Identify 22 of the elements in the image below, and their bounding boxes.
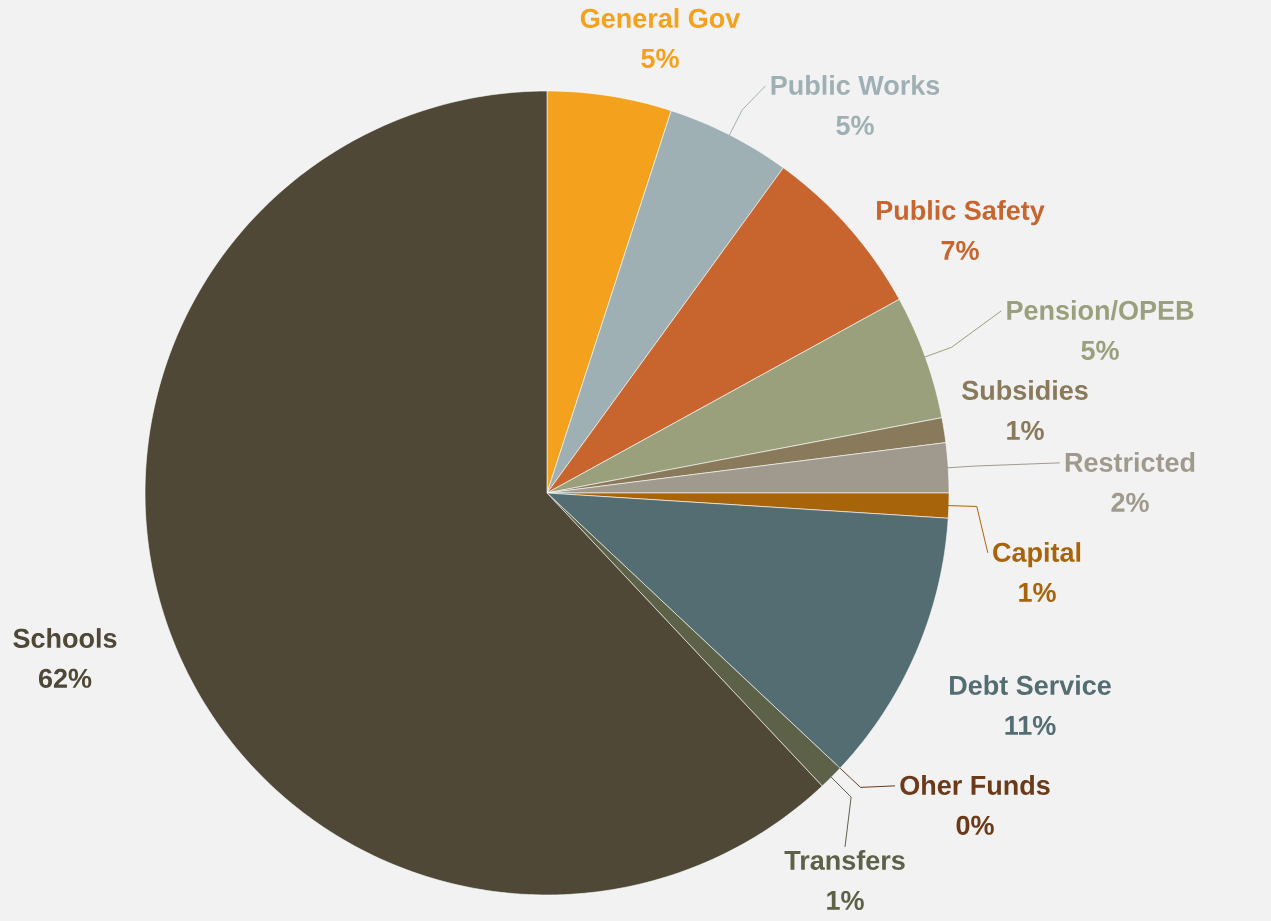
data-label: 1% bbox=[1007, 420, 1044, 440]
data-label: 5% bbox=[1081, 340, 1119, 360]
slice-label: Restricted bbox=[1065, 452, 1195, 472]
slice-label: General Gov bbox=[580, 8, 741, 28]
slice-label: Subsidies bbox=[962, 380, 1088, 400]
data-label: 1% bbox=[1019, 582, 1056, 602]
slice-label: Public Safety bbox=[877, 200, 1045, 226]
data-label: 2% bbox=[1111, 492, 1149, 512]
data-label: 5% bbox=[836, 115, 874, 135]
legend-label: Oher Funds bbox=[900, 775, 1050, 795]
slice-label: Debt Service bbox=[950, 675, 1111, 695]
data-label: 1% bbox=[827, 890, 864, 910]
data-label: 5% bbox=[641, 48, 679, 68]
data-label: 62% bbox=[38, 668, 92, 688]
data-label: 7% bbox=[941, 240, 979, 260]
slice-label: Schools bbox=[13, 628, 117, 648]
slice-label: Pension/OPEB bbox=[1007, 300, 1194, 321]
slice-label: Public Works bbox=[771, 75, 940, 95]
text: 0% bbox=[956, 815, 994, 835]
slice-label: Transfers bbox=[784, 850, 905, 870]
data-label: 11% bbox=[1005, 715, 1056, 735]
slice-label: Capital bbox=[993, 542, 1081, 568]
